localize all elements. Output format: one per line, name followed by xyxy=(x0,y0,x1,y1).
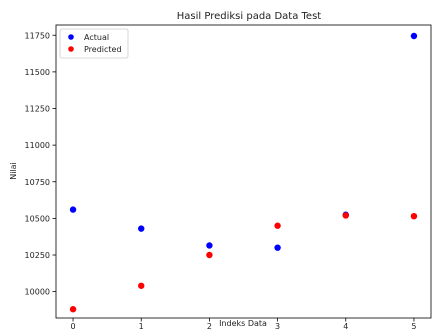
point-actual xyxy=(274,244,281,251)
point-predicted xyxy=(274,222,281,229)
y-axis-title: Nilai xyxy=(9,162,18,180)
point-predicted xyxy=(410,212,418,220)
point-actual xyxy=(206,242,213,249)
x-tick-label: 3 xyxy=(275,322,280,329)
legend-box xyxy=(59,28,129,59)
legend-marker-predicted xyxy=(68,46,74,52)
chart-title: Hasil Prediksi pada Data Test xyxy=(177,11,322,22)
y-tick-label: 11500 xyxy=(25,68,50,77)
legend-label-predicted: Predicted xyxy=(84,45,122,54)
data-points xyxy=(69,32,418,313)
point-predicted xyxy=(206,251,213,259)
y-axis: 10000 10250 10500 10750 11000 11250 11500 11750 xyxy=(25,31,56,297)
x-tick-label: 0 xyxy=(70,322,75,329)
point-actual xyxy=(69,206,77,213)
y-tick-label: 10250 xyxy=(25,251,50,260)
y-tick-label: 10000 xyxy=(25,288,50,297)
x-axis: 0 1 2 3 4 5 xyxy=(70,318,417,331)
plot-area xyxy=(55,24,432,319)
y-tick-label: 11750 xyxy=(25,31,50,40)
y-tick-label: 11000 xyxy=(25,141,50,150)
point-actual xyxy=(410,32,418,40)
x-axis-title: Indeks Data xyxy=(219,319,267,328)
legend: Actual Predicted xyxy=(59,28,129,59)
point-predicted xyxy=(69,306,77,313)
x-tick-label: 1 xyxy=(139,322,144,329)
point-actual xyxy=(138,225,145,232)
legend-marker-actual xyxy=(68,34,74,40)
point-predicted xyxy=(138,282,145,289)
y-tick-label: 10750 xyxy=(25,178,50,187)
x-tick-label: 2 xyxy=(207,322,212,329)
legend-label-actual: Actual xyxy=(84,33,109,42)
point-predicted xyxy=(342,212,349,219)
y-tick-label: 10500 xyxy=(25,214,50,223)
x-tick-label: 5 xyxy=(411,322,416,329)
x-tick-label: 4 xyxy=(343,322,348,329)
y-tick-label: 11250 xyxy=(25,105,50,114)
